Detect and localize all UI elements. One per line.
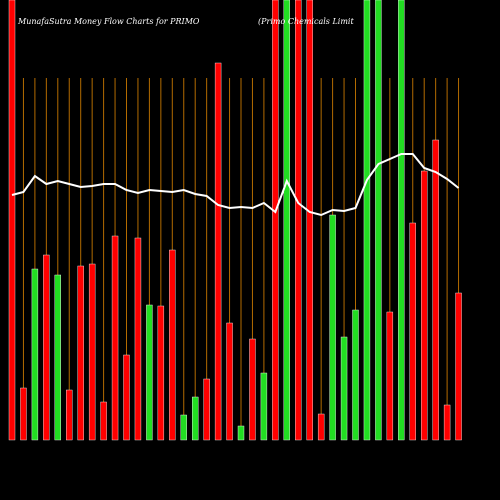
bar — [191, 396, 199, 441]
bar — [66, 389, 73, 441]
bar — [146, 304, 153, 441]
bar — [329, 214, 336, 441]
bar — [249, 338, 256, 441]
bar — [169, 249, 176, 441]
bar — [283, 0, 290, 441]
bar — [306, 0, 313, 441]
bar — [317, 413, 325, 441]
bar — [77, 265, 84, 441]
bar — [43, 254, 50, 441]
bar — [237, 425, 245, 441]
bar — [352, 309, 359, 441]
bar — [432, 139, 439, 441]
bar — [123, 354, 130, 441]
bar — [226, 322, 233, 441]
lines — [11, 153, 460, 217]
bar — [421, 170, 428, 441]
bar — [443, 404, 451, 441]
bar — [386, 311, 394, 441]
chart-subtitle: (Primo Chemicals Limit — [258, 17, 354, 26]
bar — [409, 222, 416, 441]
bar — [20, 387, 27, 441]
bar — [100, 401, 107, 441]
bar — [31, 268, 39, 441]
bars — [8, 0, 462, 441]
bar — [295, 0, 302, 441]
bar — [272, 0, 279, 441]
money-flow-line — [11, 153, 460, 217]
bar — [214, 62, 222, 441]
bar — [180, 414, 187, 441]
bar — [260, 372, 268, 441]
bar — [8, 0, 16, 441]
bar — [134, 237, 142, 441]
chart-title: MunafaSutra Money Flow Charts for PRIMO — [17, 17, 200, 26]
bar — [203, 378, 210, 441]
bar — [375, 0, 382, 441]
bar — [111, 235, 119, 441]
bar — [363, 0, 371, 441]
bar — [88, 263, 96, 441]
bar — [54, 274, 61, 441]
bar — [340, 336, 348, 441]
bar — [157, 305, 165, 441]
bar — [398, 0, 405, 441]
bar — [455, 292, 462, 441]
